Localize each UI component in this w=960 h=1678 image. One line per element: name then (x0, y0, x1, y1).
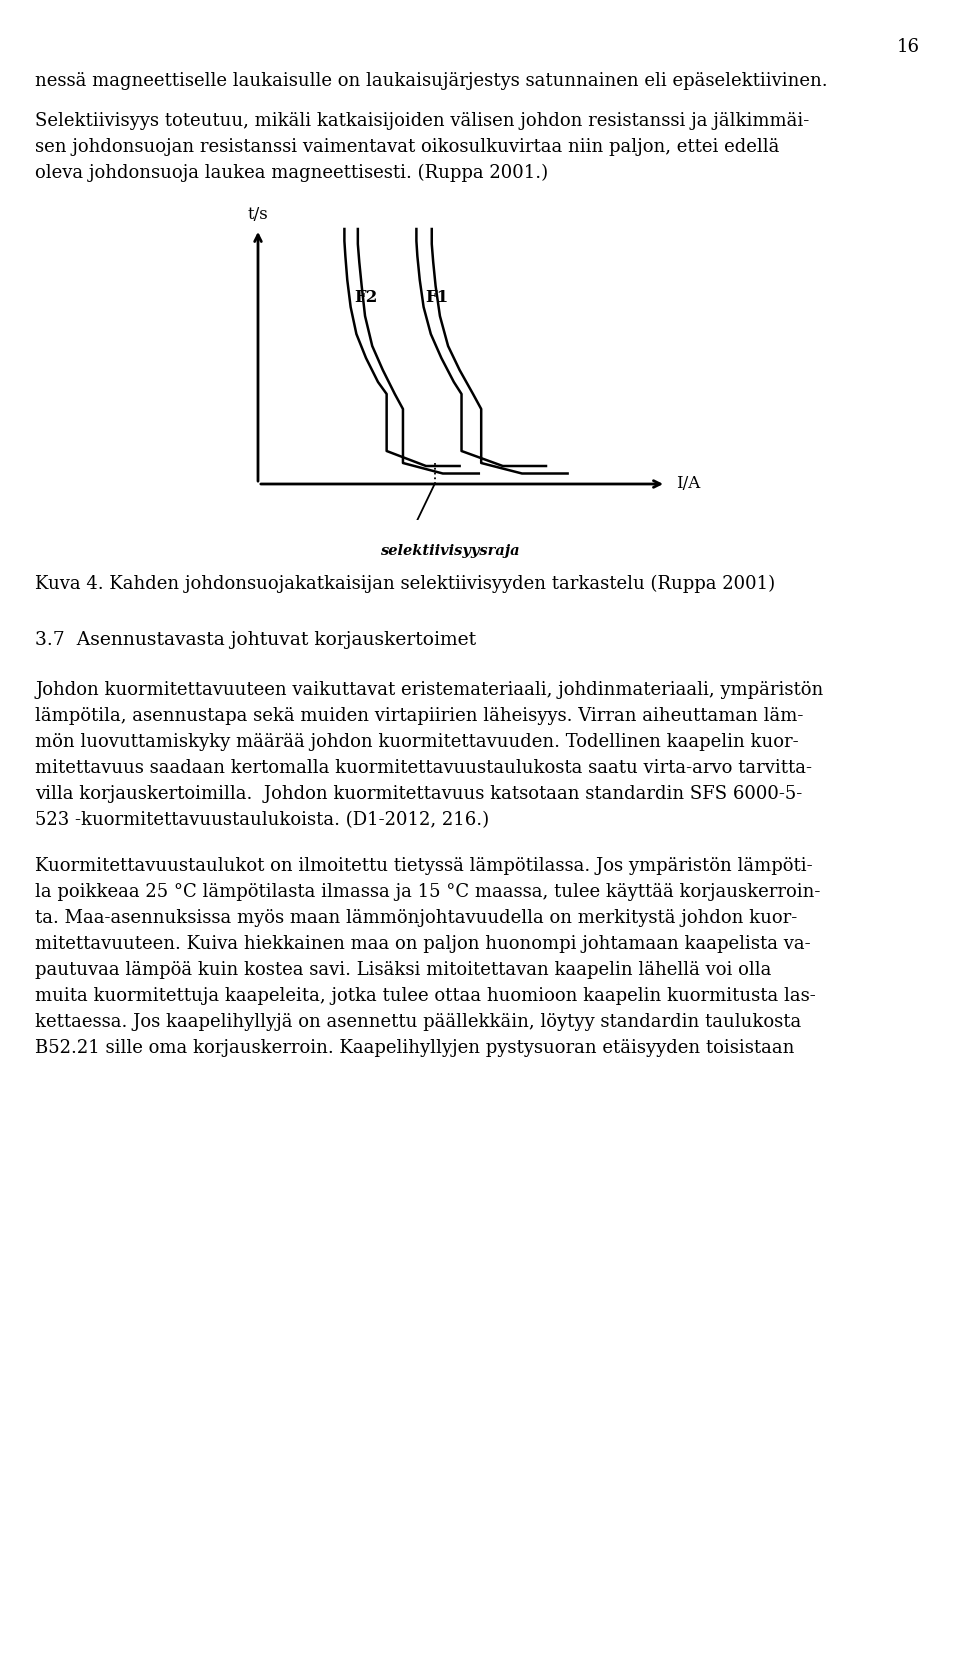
Text: muita kuormitettuja kaapeleita, jotka tulee ottaa huomioon kaapelin kuormitusta : muita kuormitettuja kaapeleita, jotka tu… (35, 987, 816, 1005)
Text: F2: F2 (354, 289, 377, 305)
Text: 16: 16 (897, 39, 920, 55)
Text: villa korjauskertoimilla.  Johdon kuormitettavuus katsotaan standardin SFS 6000-: villa korjauskertoimilla. Johdon kuormit… (35, 785, 803, 804)
Text: pautuvaa lämpöä kuin kostea savi. Lisäksi mitoitettavan kaapelin lähellä voi oll: pautuvaa lämpöä kuin kostea savi. Lisäks… (35, 961, 772, 978)
Text: lämpötila, asennustapa sekä muiden virtapiirien läheisyys. Virran aiheuttaman lä: lämpötila, asennustapa sekä muiden virta… (35, 706, 804, 725)
Text: Kuva 4. Kahden johdonsuojakatkaisijan selektiivisyyden tarkastelu (Ruppa 2001): Kuva 4. Kahden johdonsuojakatkaisijan se… (35, 576, 775, 594)
Text: ta. Maa-asennuksissa myös maan lämmönjohtavuudella on merkitystä johdon kuor-: ta. Maa-asennuksissa myös maan lämmönjoh… (35, 909, 797, 926)
Text: mitettavuus saadaan kertomalla kuormitettavuustaulukosta saatu virta-arvo tarvit: mitettavuus saadaan kertomalla kuormitet… (35, 758, 812, 777)
Text: 523 -kuormitettavuustaulukoista. (D1-2012, 216.): 523 -kuormitettavuustaulukoista. (D1-201… (35, 810, 490, 829)
Text: Kuormitettavuustaulukot on ilmoitettu tietyssä lämpötilassa. Jos ympäristön lämp: Kuormitettavuustaulukot on ilmoitettu ti… (35, 857, 812, 874)
Text: B52.21 sille oma korjauskerroin. Kaapelihyllyjen pystysuoran etäisyyden toisista: B52.21 sille oma korjauskerroin. Kaapeli… (35, 1039, 794, 1057)
Text: mön luovuttamiskyky määrää johdon kuormitettavuuden. Todellinen kaapelin kuor-: mön luovuttamiskyky määrää johdon kuormi… (35, 733, 799, 752)
Text: 3.7  Asennustavasta johtuvat korjauskertoimet: 3.7 Asennustavasta johtuvat korjauskerto… (35, 631, 476, 649)
Text: t/s: t/s (248, 206, 269, 223)
Text: la poikkeaa 25 °C lämpötilasta ilmassa ja 15 °C maassa, tulee käyttää korjausker: la poikkeaa 25 °C lämpötilasta ilmassa j… (35, 883, 821, 901)
Text: Selektiivisyys toteutuu, mikäli katkaisijoiden välisen johdon resistanssi ja jäl: Selektiivisyys toteutuu, mikäli katkaisi… (35, 112, 809, 129)
Text: mitettavuuteen. Kuiva hiekkainen maa on paljon huonompi johtamaan kaapelista va-: mitettavuuteen. Kuiva hiekkainen maa on … (35, 935, 810, 953)
Text: selektiivisyysraja: selektiivisyysraja (380, 544, 519, 559)
Text: sen johdonsuojan resistanssi vaimentavat oikosulkuvirtaa niin paljon, ettei edel: sen johdonsuojan resistanssi vaimentavat… (35, 138, 780, 156)
Text: oleva johdonsuoja laukea magneettisesti. (Ruppa 2001.): oleva johdonsuoja laukea magneettisesti.… (35, 164, 548, 183)
Text: I/A: I/A (676, 475, 700, 493)
Text: F1: F1 (425, 289, 448, 305)
Text: kettaessa. Jos kaapelihyllyjä on asennettu päällekkäin, löytyy standardin tauluk: kettaessa. Jos kaapelihyllyjä on asennet… (35, 1014, 802, 1030)
Text: Johdon kuormitettavuuteen vaikuttavat eristemateriaali, johdinmateriaali, ympäri: Johdon kuormitettavuuteen vaikuttavat er… (35, 681, 824, 700)
Text: nessä magneettiselle laukaisulle on laukaisujärjestys satunnainen eli epäselekti: nessä magneettiselle laukaisulle on lauk… (35, 72, 828, 91)
